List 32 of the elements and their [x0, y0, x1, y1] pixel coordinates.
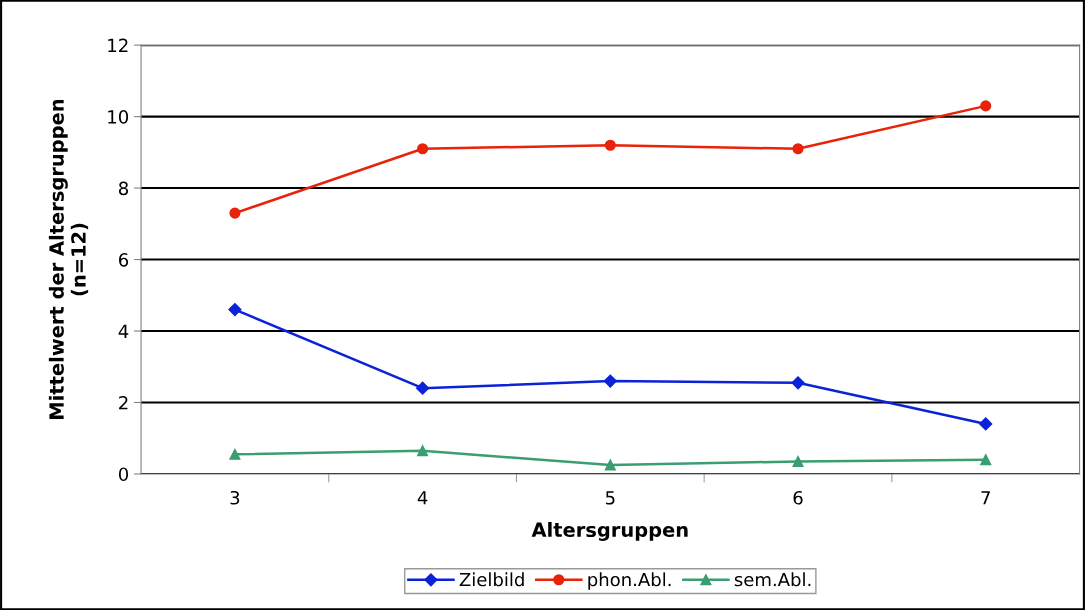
x-axis-title: Altersgruppen [531, 522, 688, 541]
point [604, 459, 616, 471]
y-tick-label: 10 [108, 110, 129, 124]
point [416, 381, 430, 395]
point [791, 376, 805, 390]
y-axis-title: Mittelwert der Altersgruppen (n=12) [48, 99, 89, 419]
point [229, 207, 241, 219]
y-tick-label: 12 [108, 38, 128, 52]
legend-label: Zielbild [459, 572, 524, 587]
y-tick-label: 6 [119, 253, 129, 267]
point [792, 143, 804, 155]
y-tick-label: 8 [118, 181, 129, 196]
point [417, 445, 429, 457]
x-tick-label: 6 [793, 490, 803, 505]
point [980, 100, 992, 112]
y-tick-label: 2 [119, 395, 128, 410]
point [792, 455, 804, 468]
y-tick-label: 0 [118, 467, 129, 482]
point [228, 302, 242, 317]
point [979, 417, 993, 431]
x-tick-label: 7 [981, 491, 990, 505]
point [980, 454, 992, 466]
x-tick-label: 4 [417, 491, 428, 505]
point [417, 143, 429, 155]
x-tick-label: 3 [230, 490, 240, 505]
point [229, 448, 241, 460]
point [603, 374, 617, 388]
point [604, 139, 616, 151]
legend-label: phon.Abl. [588, 572, 671, 590]
y-tick-label: 4 [118, 324, 129, 338]
x-tick-label: 5 [605, 491, 615, 505]
legend-label: sem.Abl. [734, 572, 811, 587]
